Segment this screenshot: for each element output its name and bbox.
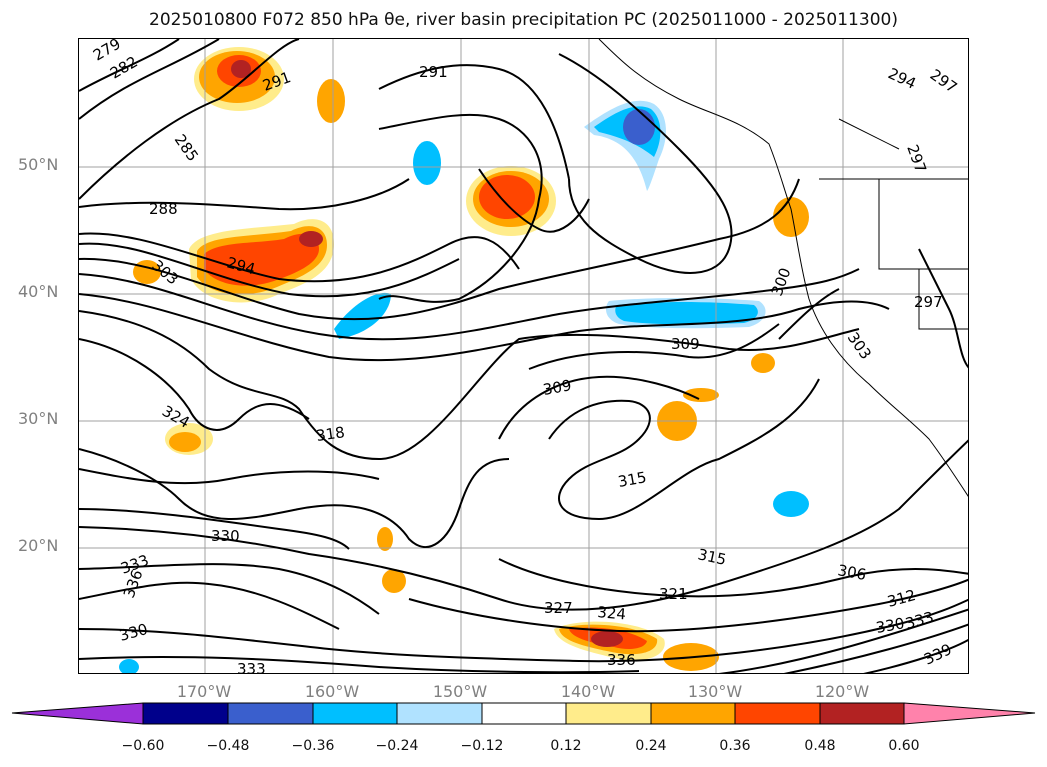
neg-anomaly-band bbox=[606, 298, 766, 329]
colorbar-tick: −0.24 bbox=[375, 738, 419, 754]
cb-seg bbox=[819, 702, 905, 725]
precip-shading bbox=[119, 47, 809, 673]
contour-label: 339 bbox=[921, 640, 955, 668]
cb-seg bbox=[565, 702, 652, 725]
contour-label: 282 bbox=[107, 53, 141, 83]
lon-label-120w: 120°W bbox=[814, 682, 870, 701]
contour-label: 288 bbox=[149, 200, 178, 218]
lon-label-160w: 160°W bbox=[304, 682, 360, 701]
neg-small bbox=[334, 292, 391, 339]
lat-label-40n: 40°N bbox=[18, 282, 59, 301]
contour-label: 336 bbox=[607, 651, 636, 669]
pos-coast bbox=[773, 197, 809, 237]
neg-small bbox=[413, 141, 441, 185]
colorbar-tick: 0.24 bbox=[635, 738, 667, 754]
contour-label: 312 bbox=[885, 586, 917, 611]
cb-seg bbox=[11, 702, 144, 725]
contour-label: 315 bbox=[617, 468, 648, 491]
cb-seg bbox=[481, 702, 567, 725]
colorbar-tick: 0.48 bbox=[804, 738, 836, 754]
neg-small bbox=[119, 659, 139, 673]
contour-label: 324 bbox=[597, 603, 627, 623]
map-canvas: 279 282 285 288 291 291 294 294 297 297 … bbox=[79, 39, 968, 674]
contour-label: 285 bbox=[171, 131, 202, 165]
cb-seg bbox=[903, 702, 1036, 725]
contour-label: 294 bbox=[885, 64, 919, 92]
cb-seg bbox=[227, 702, 314, 725]
pos-small bbox=[382, 569, 406, 593]
contour-label: 303 bbox=[844, 329, 875, 363]
colorbar-tick: −0.48 bbox=[206, 738, 250, 754]
lon-label-170w: 170°W bbox=[176, 682, 232, 701]
pos-small bbox=[317, 79, 345, 123]
lon-label-150w: 150°W bbox=[432, 682, 488, 701]
pos-anomaly-band bbox=[189, 219, 334, 303]
colorbar-tick: 0.60 bbox=[888, 738, 920, 754]
colorbar-tick: −0.36 bbox=[291, 738, 335, 754]
contour-label: 327 bbox=[544, 599, 573, 617]
contour-label: 330 bbox=[875, 614, 906, 637]
colorbar bbox=[11, 702, 1036, 725]
pos-max bbox=[231, 60, 251, 78]
contour-label: 318 bbox=[315, 423, 346, 445]
map-panel: 279 282 285 288 291 291 294 294 297 297 … bbox=[78, 38, 969, 674]
colorbar-tick: −0.60 bbox=[121, 738, 165, 754]
neg-anomaly-ak bbox=[584, 100, 666, 191]
cb-seg bbox=[396, 702, 483, 725]
colorbar-segments bbox=[11, 702, 1036, 725]
contour-label: 297 bbox=[914, 293, 943, 311]
contour-label: 333 bbox=[903, 608, 935, 633]
contour-label: 297 bbox=[927, 66, 961, 97]
pos-small bbox=[169, 432, 201, 452]
lon-label-140w: 140°W bbox=[560, 682, 616, 701]
contour-label: 297 bbox=[903, 142, 930, 175]
contour-label: 315 bbox=[696, 545, 728, 569]
pos-anomaly-blob bbox=[194, 47, 284, 111]
colorbar-tick: −0.12 bbox=[460, 738, 504, 754]
coastline bbox=[598, 39, 968, 497]
colorbar-tick: 0.12 bbox=[550, 738, 582, 754]
contour-label: 309 bbox=[671, 335, 700, 353]
contour-label: 330 bbox=[117, 620, 149, 645]
contour-label: 333 bbox=[237, 660, 266, 674]
contour-label: 309 bbox=[542, 376, 573, 399]
contour-label: 291 bbox=[419, 63, 448, 81]
contour-label: 306 bbox=[836, 561, 867, 584]
contour-label: 300 bbox=[768, 265, 795, 298]
map-title: 2025010800 F072 850 hPa θe, river basin … bbox=[149, 10, 898, 30]
lat-label-30n: 30°N bbox=[18, 409, 59, 428]
pos-small bbox=[751, 353, 775, 373]
neg-small bbox=[773, 491, 809, 517]
lat-label-20n: 20°N bbox=[18, 536, 59, 555]
contour-label: 330 bbox=[211, 527, 240, 545]
contour-label: 321 bbox=[659, 585, 688, 603]
pos-small bbox=[683, 388, 719, 402]
pos-small bbox=[377, 527, 393, 551]
lat-label-50n: 50°N bbox=[18, 155, 59, 174]
cb-seg bbox=[142, 702, 229, 725]
lon-label-130w: 130°W bbox=[687, 682, 743, 701]
cb-seg bbox=[650, 702, 736, 725]
colorbar-tick: 0.36 bbox=[719, 738, 751, 754]
cb-seg bbox=[312, 702, 398, 725]
theta-e-contours bbox=[79, 39, 968, 673]
cb-seg bbox=[734, 702, 821, 725]
